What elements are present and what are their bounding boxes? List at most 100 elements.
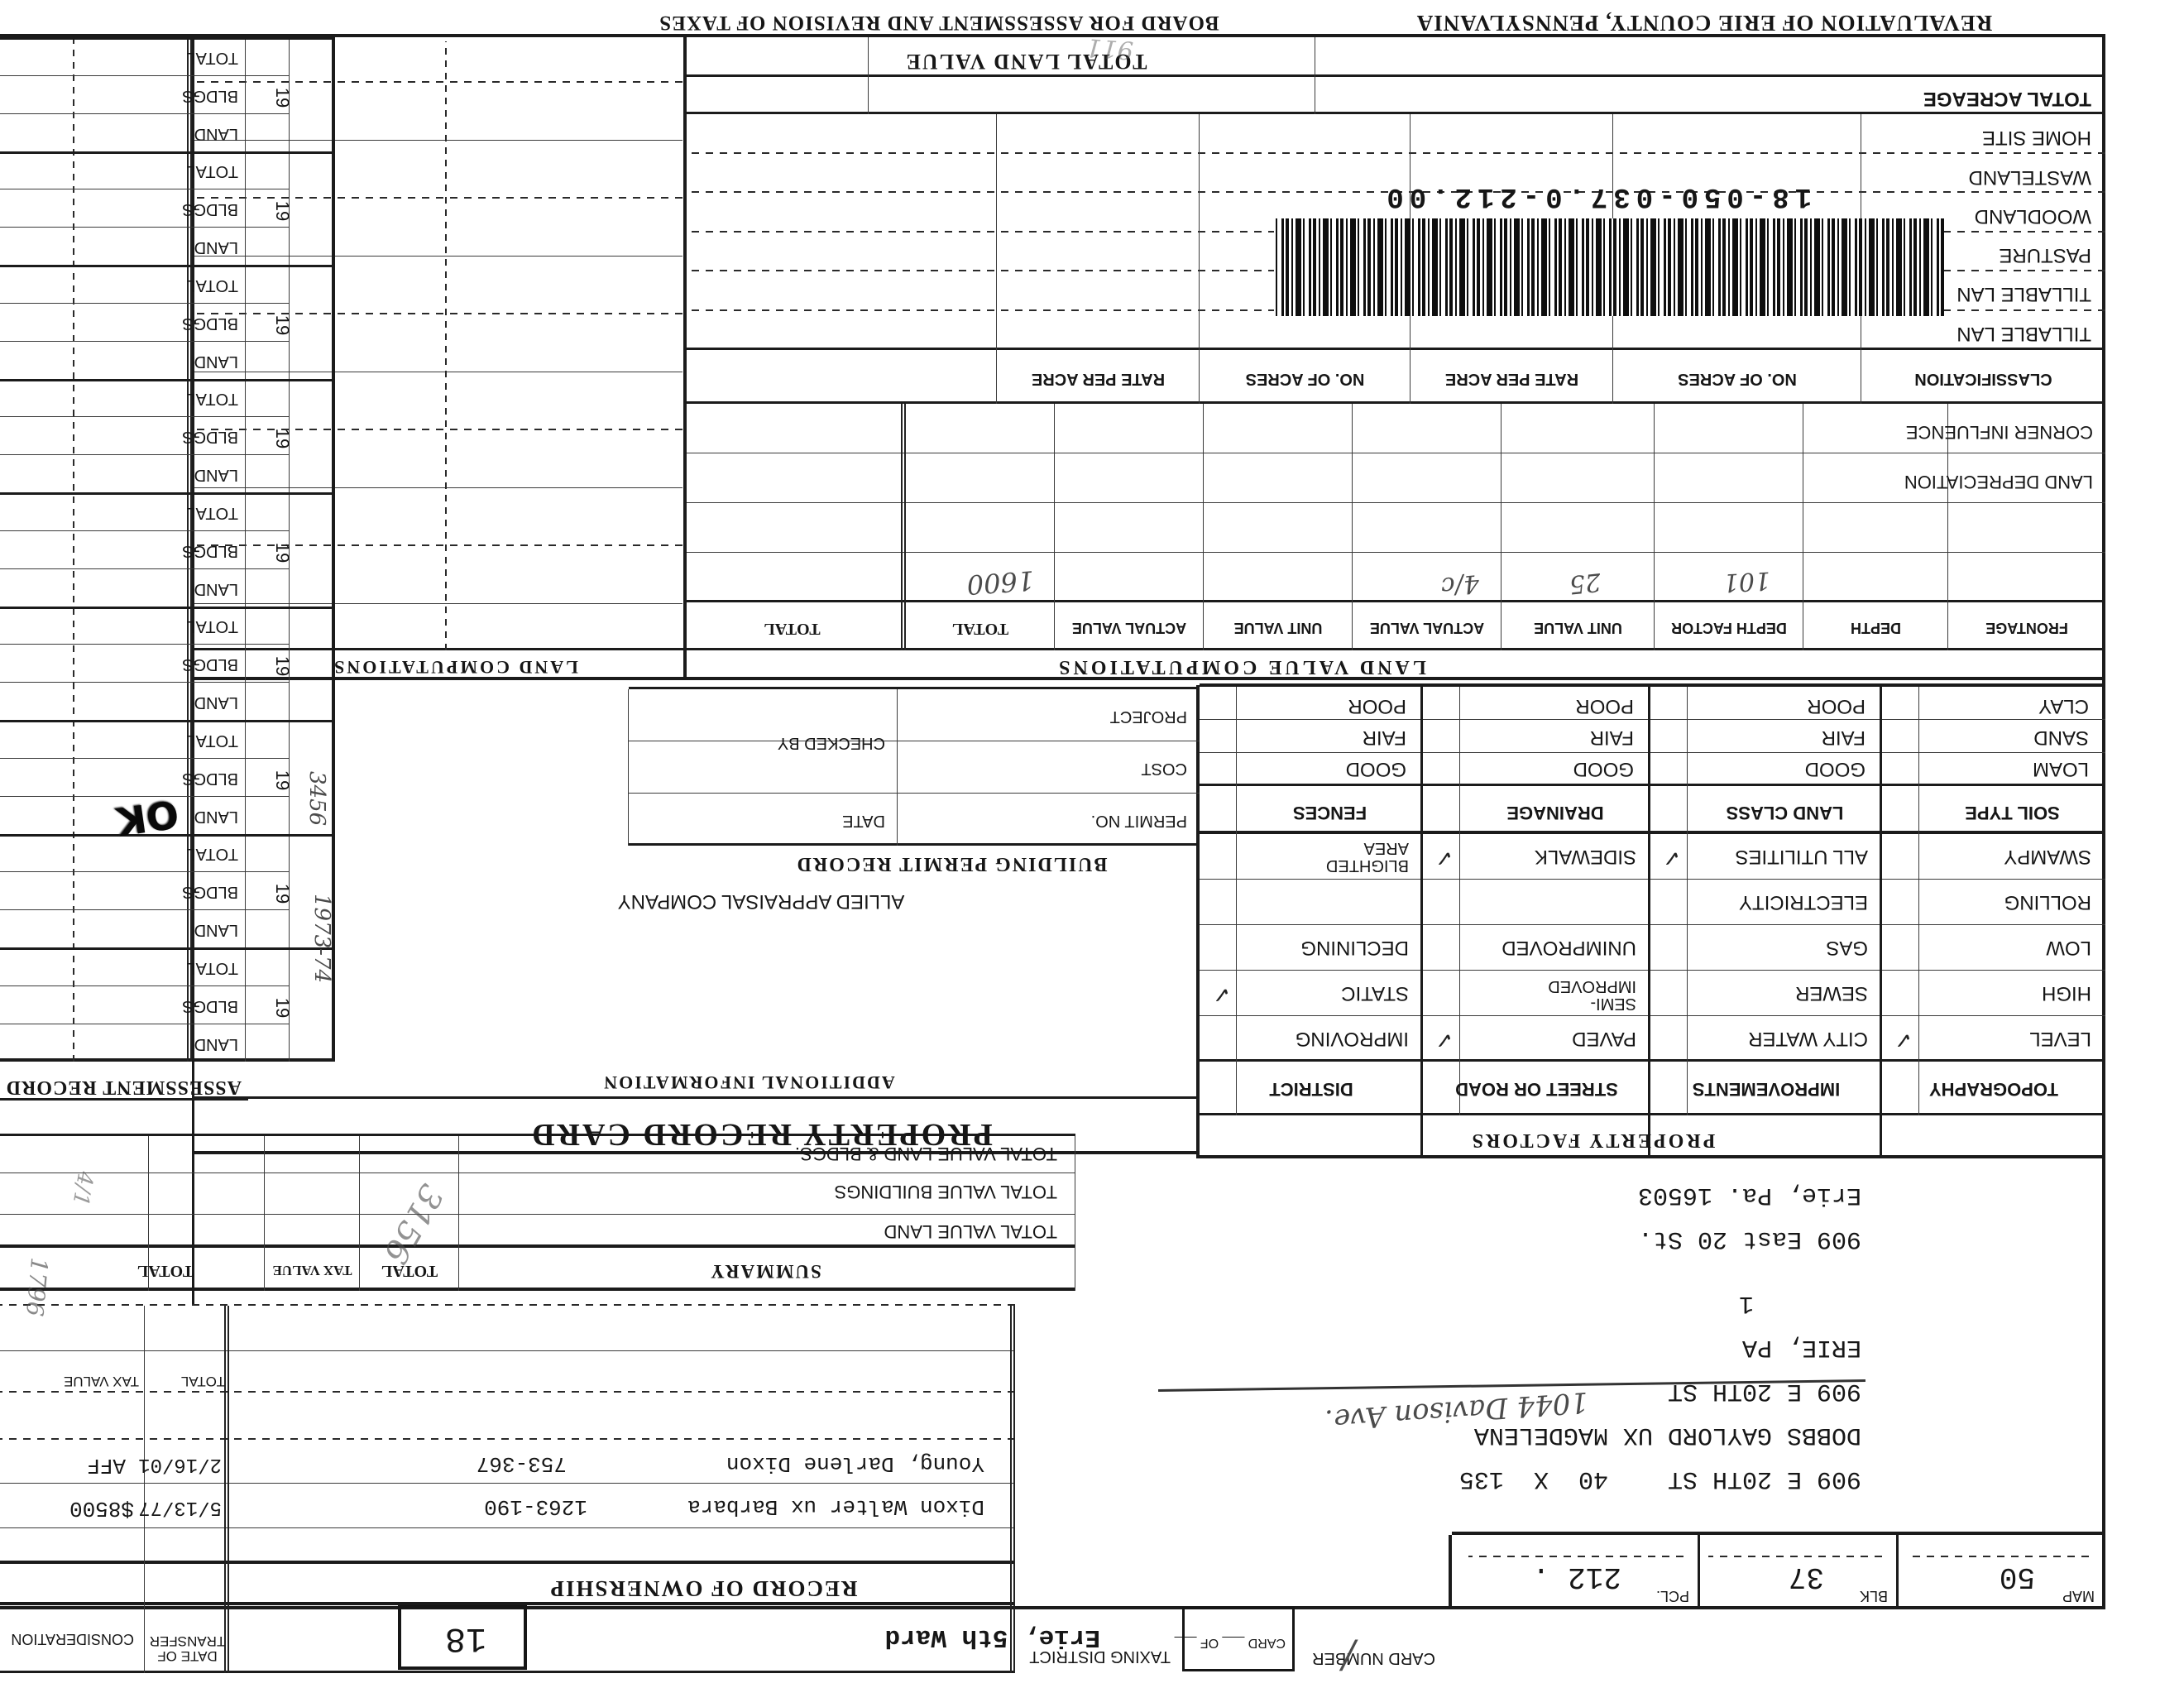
- total-land-value-label: TOTAL LAND VALUE: [904, 50, 1147, 74]
- assessment-bldgs-label: BLDGS: [182, 87, 238, 105]
- margin-pencil-note: 4/1: [67, 1169, 98, 1208]
- line: [0, 75, 290, 76]
- appraisal-company-name: ALLIED APPRAISAL COMPANY: [617, 890, 905, 913]
- assessment-bldgs-label: BLDGS: [182, 997, 238, 1015]
- factor-label: UNIMPROVED: [1502, 937, 1636, 959]
- checkmark: ✓: [1894, 1027, 1913, 1053]
- line: [629, 687, 1200, 689]
- line: [0, 341, 290, 342]
- acreage-row-label: TILLABLE LAN: [1956, 283, 2091, 305]
- line: [1687, 687, 1688, 1115]
- factors-header: TOPOGRAPHY: [1928, 1079, 2059, 1100]
- ownership-row-consideration: AFF: [87, 1453, 126, 1478]
- summary-pencil-total: 3156: [375, 1177, 451, 1270]
- assessment-year-label: 19: [271, 87, 293, 108]
- line: [687, 552, 2105, 553]
- assessment-land-label: LAND: [194, 1035, 238, 1053]
- pcl-value: 212 .: [1531, 1560, 1621, 1594]
- pencil-actual-value: 4/c: [1439, 568, 1481, 601]
- line: [1918, 687, 1919, 1115]
- owner-city-line: ERIE, PA: [1741, 1333, 1861, 1361]
- pencil-unit-value: 25: [1568, 567, 1602, 599]
- blk-value: 37: [1788, 1560, 1824, 1594]
- soil-cell: SAND: [2033, 727, 2089, 749]
- cost-label: COST: [1141, 760, 1187, 778]
- consideration-label: CONSIDERATION: [11, 1631, 134, 1647]
- assessment-year-label: 19: [271, 997, 293, 1019]
- line: [0, 1438, 1015, 1440]
- line: [868, 37, 869, 114]
- assessment-bldgs-label: BLDGS: [182, 428, 238, 447]
- assessment-year-label: 19: [271, 542, 293, 563]
- factor-label: STATIC: [1341, 982, 1409, 1005]
- line: [687, 74, 2105, 77]
- line: [224, 1306, 229, 1673]
- line: [0, 1606, 2105, 1609]
- factors-header: DISTRICT: [1269, 1079, 1353, 1100]
- line: [0, 1350, 1015, 1351]
- ownership-row-date: 5/13/77: [138, 1496, 222, 1518]
- lvc-header: ACTUAL VALUE: [1369, 620, 1485, 636]
- taxing-district-value: Erie, 5th Ward: [884, 1623, 1100, 1652]
- additional-information-title: ADDITIONAL INFORMATION: [602, 1072, 895, 1093]
- pencil-depth-factor: 101: [1722, 565, 1771, 597]
- line: [1236, 687, 1237, 1115]
- owner-card-count: 1: [1738, 1289, 1754, 1317]
- line: [0, 1172, 1075, 1173]
- ownership-row-book: 753-367: [476, 1451, 567, 1476]
- property-factors-title: PROPERTY FACTORS: [1469, 1129, 1716, 1151]
- line: [901, 404, 906, 650]
- lvc-header: TOTAL: [764, 620, 821, 638]
- soil-cell: POOR: [1348, 695, 1406, 717]
- line: [0, 758, 290, 759]
- factor-label: ALL UTILITIES: [1735, 846, 1869, 868]
- line: [0, 37, 335, 41]
- checkmark: ✓: [1434, 1027, 1454, 1053]
- barcode: [1274, 218, 1944, 316]
- factor-label: SEWER: [1794, 982, 1868, 1005]
- soil-cell: FAIR: [1589, 727, 1634, 749]
- line: [1200, 879, 2105, 880]
- summary-row-label: TOTAL VALUE BUILDINGS: [834, 1182, 1057, 1202]
- line: [0, 607, 335, 609]
- parcel-id-number: 18-050-037.0-212.00: [1381, 180, 1812, 212]
- assessment-bldgs-label: BLDGS: [182, 542, 238, 560]
- pencil-total: 1600: [965, 564, 1036, 601]
- card-blank: ___: [1219, 1636, 1248, 1650]
- soil-header: LAND CLASS: [1726, 803, 1844, 823]
- line: [0, 1391, 1015, 1393]
- soil-cell: POOR: [1807, 695, 1866, 717]
- line: [0, 947, 335, 951]
- line: [0, 1671, 1015, 1673]
- soil-header: DRAINAGE: [1506, 803, 1604, 823]
- assessment-land-label: LAND: [194, 580, 238, 598]
- line: [0, 1304, 1015, 1306]
- line: [0, 151, 335, 154]
- land-depreciation-label: LAND DEPRECIATION: [1904, 472, 2093, 492]
- line: [0, 720, 335, 723]
- line: [1203, 404, 1204, 650]
- soil-cell: CLAY: [2038, 695, 2089, 717]
- line: [445, 41, 447, 650]
- assessment-block: 19 LAND BLDGS TOTAL: [0, 37, 335, 152]
- summary-col-tax-value: TAX VALUE: [272, 1263, 352, 1278]
- corner-influence-label: CORNER INFLUENCE: [1905, 422, 2093, 443]
- map-label: MAP: [2062, 1588, 2095, 1604]
- assessment-block: 19 LAND BLDGS TOTAL: [0, 265, 335, 380]
- line: [1200, 924, 2105, 925]
- line: [996, 114, 997, 404]
- checkmark: ✓: [1662, 845, 1681, 870]
- assessment-total-label: TOTAL: [186, 390, 238, 409]
- line: [1200, 683, 2105, 687]
- assessment-land-label: LAND: [194, 125, 238, 143]
- assessment-bldgs-label: BLDGS: [182, 200, 238, 219]
- footer-left-text: REVALUATION OF ERIE COUNTY, PENNSYLVANIA: [1415, 11, 1993, 36]
- line: [1200, 831, 2105, 834]
- line: [1200, 719, 2105, 720]
- line: [0, 1244, 1075, 1248]
- card-number-label: CARD NUMBER: [1312, 1649, 1435, 1667]
- acreage-row-label: PASTURE: [1999, 244, 2091, 266]
- line: [1010, 1306, 1015, 1673]
- land-computations-title: LAND COMPUTATIONS: [332, 657, 578, 678]
